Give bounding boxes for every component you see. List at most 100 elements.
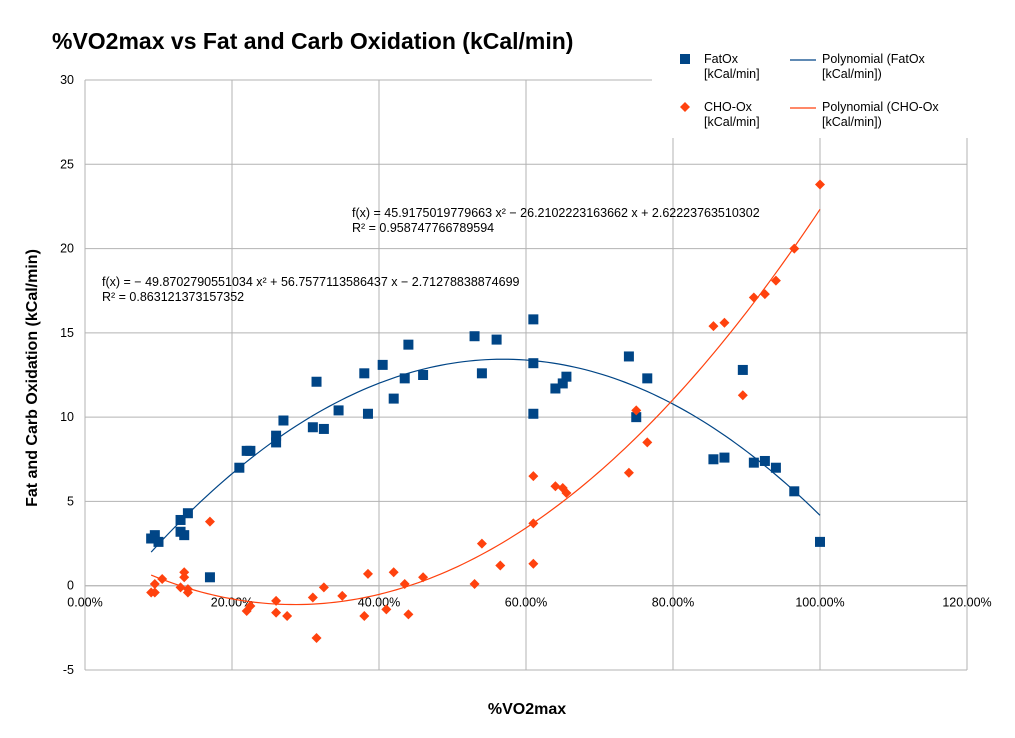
- legend-fatox-label-2: [kCal/min]: [704, 67, 760, 81]
- choox-point: [550, 481, 561, 492]
- fatox-point: [469, 331, 480, 342]
- x-tick-label: 60.00%: [505, 596, 547, 610]
- choox-point: [307, 592, 318, 603]
- fatox-point: [362, 408, 373, 419]
- choox-point: [789, 243, 800, 254]
- fatox-point: [271, 437, 282, 448]
- fatox-point: [175, 514, 186, 525]
- choox-point: [179, 572, 190, 583]
- fatox-point: [182, 508, 193, 519]
- choox-point: [282, 611, 293, 622]
- legend-fatox-trend-label-2: [kCal/min]): [822, 67, 882, 81]
- fatox-point: [759, 455, 770, 466]
- legend-choox-label-2: [kCal/min]: [704, 115, 760, 129]
- choox-trend-r-squared: R² = 0.958747766789594: [352, 221, 494, 235]
- choox-point: [418, 572, 429, 583]
- choox-point: [175, 582, 186, 593]
- choox-point: [359, 611, 370, 622]
- choox-point: [149, 587, 160, 598]
- choox-point: [528, 471, 539, 482]
- x-tick-label: 120.00%: [942, 596, 991, 610]
- fatox-points-group: [146, 314, 825, 583]
- fatox-point: [318, 423, 329, 434]
- fatox-point: [708, 454, 719, 465]
- legend-choox-trend-label-1: Polynomial (CHO-Ox: [822, 100, 939, 114]
- gridlines: [84, 79, 968, 671]
- choox-point: [149, 579, 160, 590]
- choox-point: [403, 609, 414, 620]
- fatox-point: [476, 368, 487, 379]
- choox-trendline-group: [150, 208, 821, 606]
- x-tick-label: 20.00%: [211, 596, 253, 610]
- fatox-point: [333, 405, 344, 416]
- fatox-point: [623, 351, 634, 362]
- choox-point: [476, 538, 487, 549]
- choox-trendline: [150, 208, 821, 606]
- fatox-point: [748, 457, 759, 468]
- y-tick-label: 20: [60, 242, 74, 256]
- fatox-point: [770, 462, 781, 473]
- y-tick-label: -5: [63, 663, 74, 677]
- x-tick-label: 80.00%: [652, 596, 694, 610]
- fatox-point: [631, 412, 642, 423]
- choox-point: [528, 558, 539, 569]
- y-tick-label: 10: [60, 410, 74, 424]
- fatox-point: [359, 368, 370, 379]
- fatox-point: [550, 383, 561, 394]
- fatox-point: [528, 314, 539, 325]
- legend-choox-trend-label-2: [kCal/min]): [822, 115, 882, 129]
- fatox-point: [388, 393, 399, 404]
- choox-point: [318, 582, 329, 593]
- choox-point: [388, 567, 399, 578]
- fatox-point: [403, 339, 414, 350]
- x-tick-label: 40.00%: [358, 596, 400, 610]
- x-tick-label: 0.00%: [67, 596, 102, 610]
- fatox-point: [418, 370, 429, 380]
- fatox-trendline: [150, 358, 821, 553]
- fatox-point: [557, 378, 568, 389]
- choox-point: [271, 595, 282, 606]
- choox-point: [399, 579, 410, 590]
- fatox-point: [737, 364, 748, 375]
- choox-point: [362, 568, 373, 579]
- choox-point: [815, 179, 825, 190]
- fatox-point: [528, 358, 539, 369]
- fatox-point: [561, 371, 572, 382]
- fatox-point: [377, 359, 388, 370]
- choox-point: [528, 518, 539, 529]
- fatox-point: [271, 430, 282, 441]
- y-axis-title: Fat and Carb Oxidation (kCal/min): [24, 249, 41, 507]
- fatox-point: [278, 415, 289, 426]
- choox-point: [759, 289, 770, 300]
- fatox-point: [399, 373, 410, 384]
- y-tick-label: 0: [67, 579, 74, 593]
- choox-point: [737, 390, 748, 401]
- legend-fatox-trend-label-1: Polynomial (FatOx: [822, 52, 926, 66]
- y-axis-ticks: -5 0 5 10 15 20 25 30: [60, 73, 74, 677]
- fatox-point: [528, 408, 539, 419]
- choox-point: [245, 600, 256, 611]
- choox-point: [623, 467, 634, 478]
- x-axis-title: %VO2max: [488, 701, 566, 718]
- legend-fatox-label-1: FatOx: [704, 52, 739, 66]
- choox-point: [271, 607, 282, 618]
- legend: FatOx [kCal/min] Polynomial (FatOx [kCal…: [652, 46, 972, 138]
- x-tick-label: 100.00%: [795, 596, 844, 610]
- choox-point: [179, 567, 190, 578]
- legend-choox-label-1: CHO-Ox: [704, 100, 753, 114]
- y-tick-label: 5: [67, 494, 74, 508]
- choox-points-group: [146, 179, 825, 643]
- choox-trend-equation: f(x) = 45.9175019779663 x² − 26.21022231…: [352, 206, 760, 220]
- legend-choox-marker: [680, 102, 690, 112]
- fatox-point: [311, 376, 322, 387]
- choox-point: [182, 587, 193, 598]
- choox-point: [642, 437, 653, 448]
- fatox-point: [719, 452, 730, 463]
- fatox-trend-r-squared: R² = 0.863121373157352: [102, 290, 244, 304]
- fatox-point: [234, 462, 245, 473]
- x-axis-ticks: 0.00% 20.00% 40.00% 60.00% 80.00% 100.00% 120.…: [67, 596, 991, 610]
- choox-point: [708, 321, 719, 332]
- choox-point: [748, 292, 759, 303]
- legend-fatox-marker: [680, 54, 690, 64]
- legend-background: [652, 46, 972, 138]
